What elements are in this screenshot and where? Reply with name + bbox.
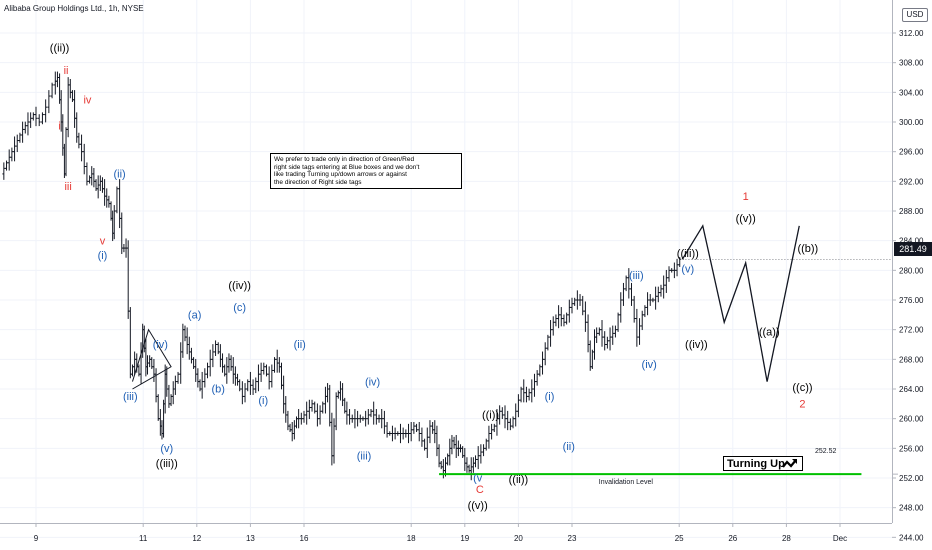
wave-labels: ((ii))iiiviiii(ii)v(i)(iii)(iv)(v)((iii)… xyxy=(50,43,818,513)
triangle-pattern xyxy=(132,328,172,390)
y-tick-label: 248.00 xyxy=(899,504,924,513)
wave-label: (iii) xyxy=(123,391,138,403)
wave-label: ((iii)) xyxy=(677,248,699,260)
x-tick-label: 18 xyxy=(407,534,416,543)
wave-label: (i) xyxy=(98,250,108,262)
x-tick-label: 20 xyxy=(514,534,523,543)
wave-label: (c) xyxy=(233,302,246,314)
wave-label: ((iii)) xyxy=(156,458,178,470)
wave-label: ((b)) xyxy=(797,243,818,255)
y-tick-label: 288.00 xyxy=(899,207,924,216)
wave-label: (i) xyxy=(258,395,268,407)
y-tick-label: 264.00 xyxy=(899,385,924,394)
x-tick-label: 19 xyxy=(460,534,469,543)
wave-label: ((iv)) xyxy=(228,280,251,292)
note-line: the direction of Right side tags xyxy=(274,178,362,186)
x-tick-label: 16 xyxy=(300,534,309,543)
y-tick-label: 256.00 xyxy=(899,444,924,453)
y-tick-label: 268.00 xyxy=(899,355,924,364)
x-tick-label: 23 xyxy=(568,534,577,543)
wave-label: (b) xyxy=(212,384,225,396)
projection-path xyxy=(681,224,800,382)
turning-up-box: Turning Up xyxy=(723,456,803,471)
invalidation-value: 252.52 xyxy=(815,448,837,455)
y-tick-label: 304.00 xyxy=(899,88,924,97)
wave-label: ii xyxy=(64,65,69,77)
y-tick-label: 260.00 xyxy=(899,415,924,424)
x-tick-label: 9 xyxy=(34,534,39,543)
x-tick-label: 28 xyxy=(782,534,791,543)
wave-label: v xyxy=(100,235,106,247)
note-line: like trading Turning up/down arrows or a… xyxy=(274,171,407,178)
wave-label: (iv) xyxy=(365,376,380,388)
wave-label: (iii) xyxy=(357,450,372,462)
invalidation-label: Invalidation Level xyxy=(599,479,654,486)
wave-label: iii xyxy=(64,181,71,193)
x-tick-label: 26 xyxy=(728,534,737,543)
x-tick-label: 25 xyxy=(675,534,684,543)
wave-label: (a) xyxy=(188,310,201,322)
wave-label: 1 xyxy=(743,191,749,203)
x-tick-label: 11 xyxy=(139,534,148,543)
y-tick-label: 312.00 xyxy=(899,29,924,38)
y-tick-label: 292.00 xyxy=(899,177,924,186)
x-axis: 9 11 12 13 16 18 19 20 23 25 26 28 Dec xyxy=(0,523,892,543)
note-line: We prefer to trade only in direction of … xyxy=(274,156,415,163)
y-tick-label: 296.00 xyxy=(899,148,924,157)
wave-label: (iv) xyxy=(153,339,168,351)
wave-label: iv xyxy=(83,94,91,106)
x-tick-label: 12 xyxy=(192,534,201,543)
y-tick-label: 300.00 xyxy=(899,118,924,127)
wave-label: (v) xyxy=(160,443,173,455)
chart-title: Alibaba Group Holdings Ltd., 1h, NYSE xyxy=(4,4,144,13)
wave-label: ((iv)) xyxy=(685,339,708,351)
current-price-badge: 281.49 xyxy=(894,242,932,256)
y-tick-label: 280.00 xyxy=(899,266,924,275)
currency-badge[interactable]: USD xyxy=(902,8,928,22)
triangle-line xyxy=(132,328,172,390)
wave-label: (ii) xyxy=(563,441,575,453)
wave-label: (iv) xyxy=(642,359,657,371)
wave-label: (i) xyxy=(545,391,555,403)
x-tick-label: Dec xyxy=(833,534,847,543)
note-line: right side tags entering at Blue boxes a… xyxy=(274,163,420,171)
wave-label: ((a)) xyxy=(759,327,780,339)
wave-label: ((ii)) xyxy=(509,474,529,486)
note-box: We prefer to trade only in direction of … xyxy=(270,153,462,189)
y-tick-label: 276.00 xyxy=(899,296,924,305)
x-tick-label: 13 xyxy=(246,534,255,543)
y-tick-label: 272.00 xyxy=(899,326,924,335)
y-tick-label: 308.00 xyxy=(899,59,924,68)
price-series xyxy=(2,71,682,481)
turning-up-label: Turning Up xyxy=(727,458,785,470)
wave-label: ((c)) xyxy=(792,382,812,394)
y-tick-label: 284.00 xyxy=(899,237,924,246)
y-tick-label: 244.00 xyxy=(899,533,924,542)
wave-label: ((ii)) xyxy=(50,43,70,55)
wave-label: (iii) xyxy=(629,270,644,282)
wave-label: ((v)) xyxy=(736,213,756,225)
wave-label: ((v)) xyxy=(468,500,488,512)
wave-label: (ii) xyxy=(294,339,306,351)
wave-label: i xyxy=(58,120,60,132)
projection-line xyxy=(681,224,800,382)
wave-label: (ii) xyxy=(114,169,126,181)
wave-label: 2 xyxy=(799,399,805,411)
wave-label: C xyxy=(476,484,484,496)
wave-label: (v) xyxy=(681,264,694,276)
y-axis: 244.00 248.00 252.00 256.00 260.00 264.00 268.… xyxy=(892,0,924,542)
wave-label: (v xyxy=(473,473,483,485)
y-tick-label: 252.00 xyxy=(899,474,924,483)
wave-label: ((i)) xyxy=(482,410,499,422)
arrow-up-right-icon xyxy=(782,459,797,468)
